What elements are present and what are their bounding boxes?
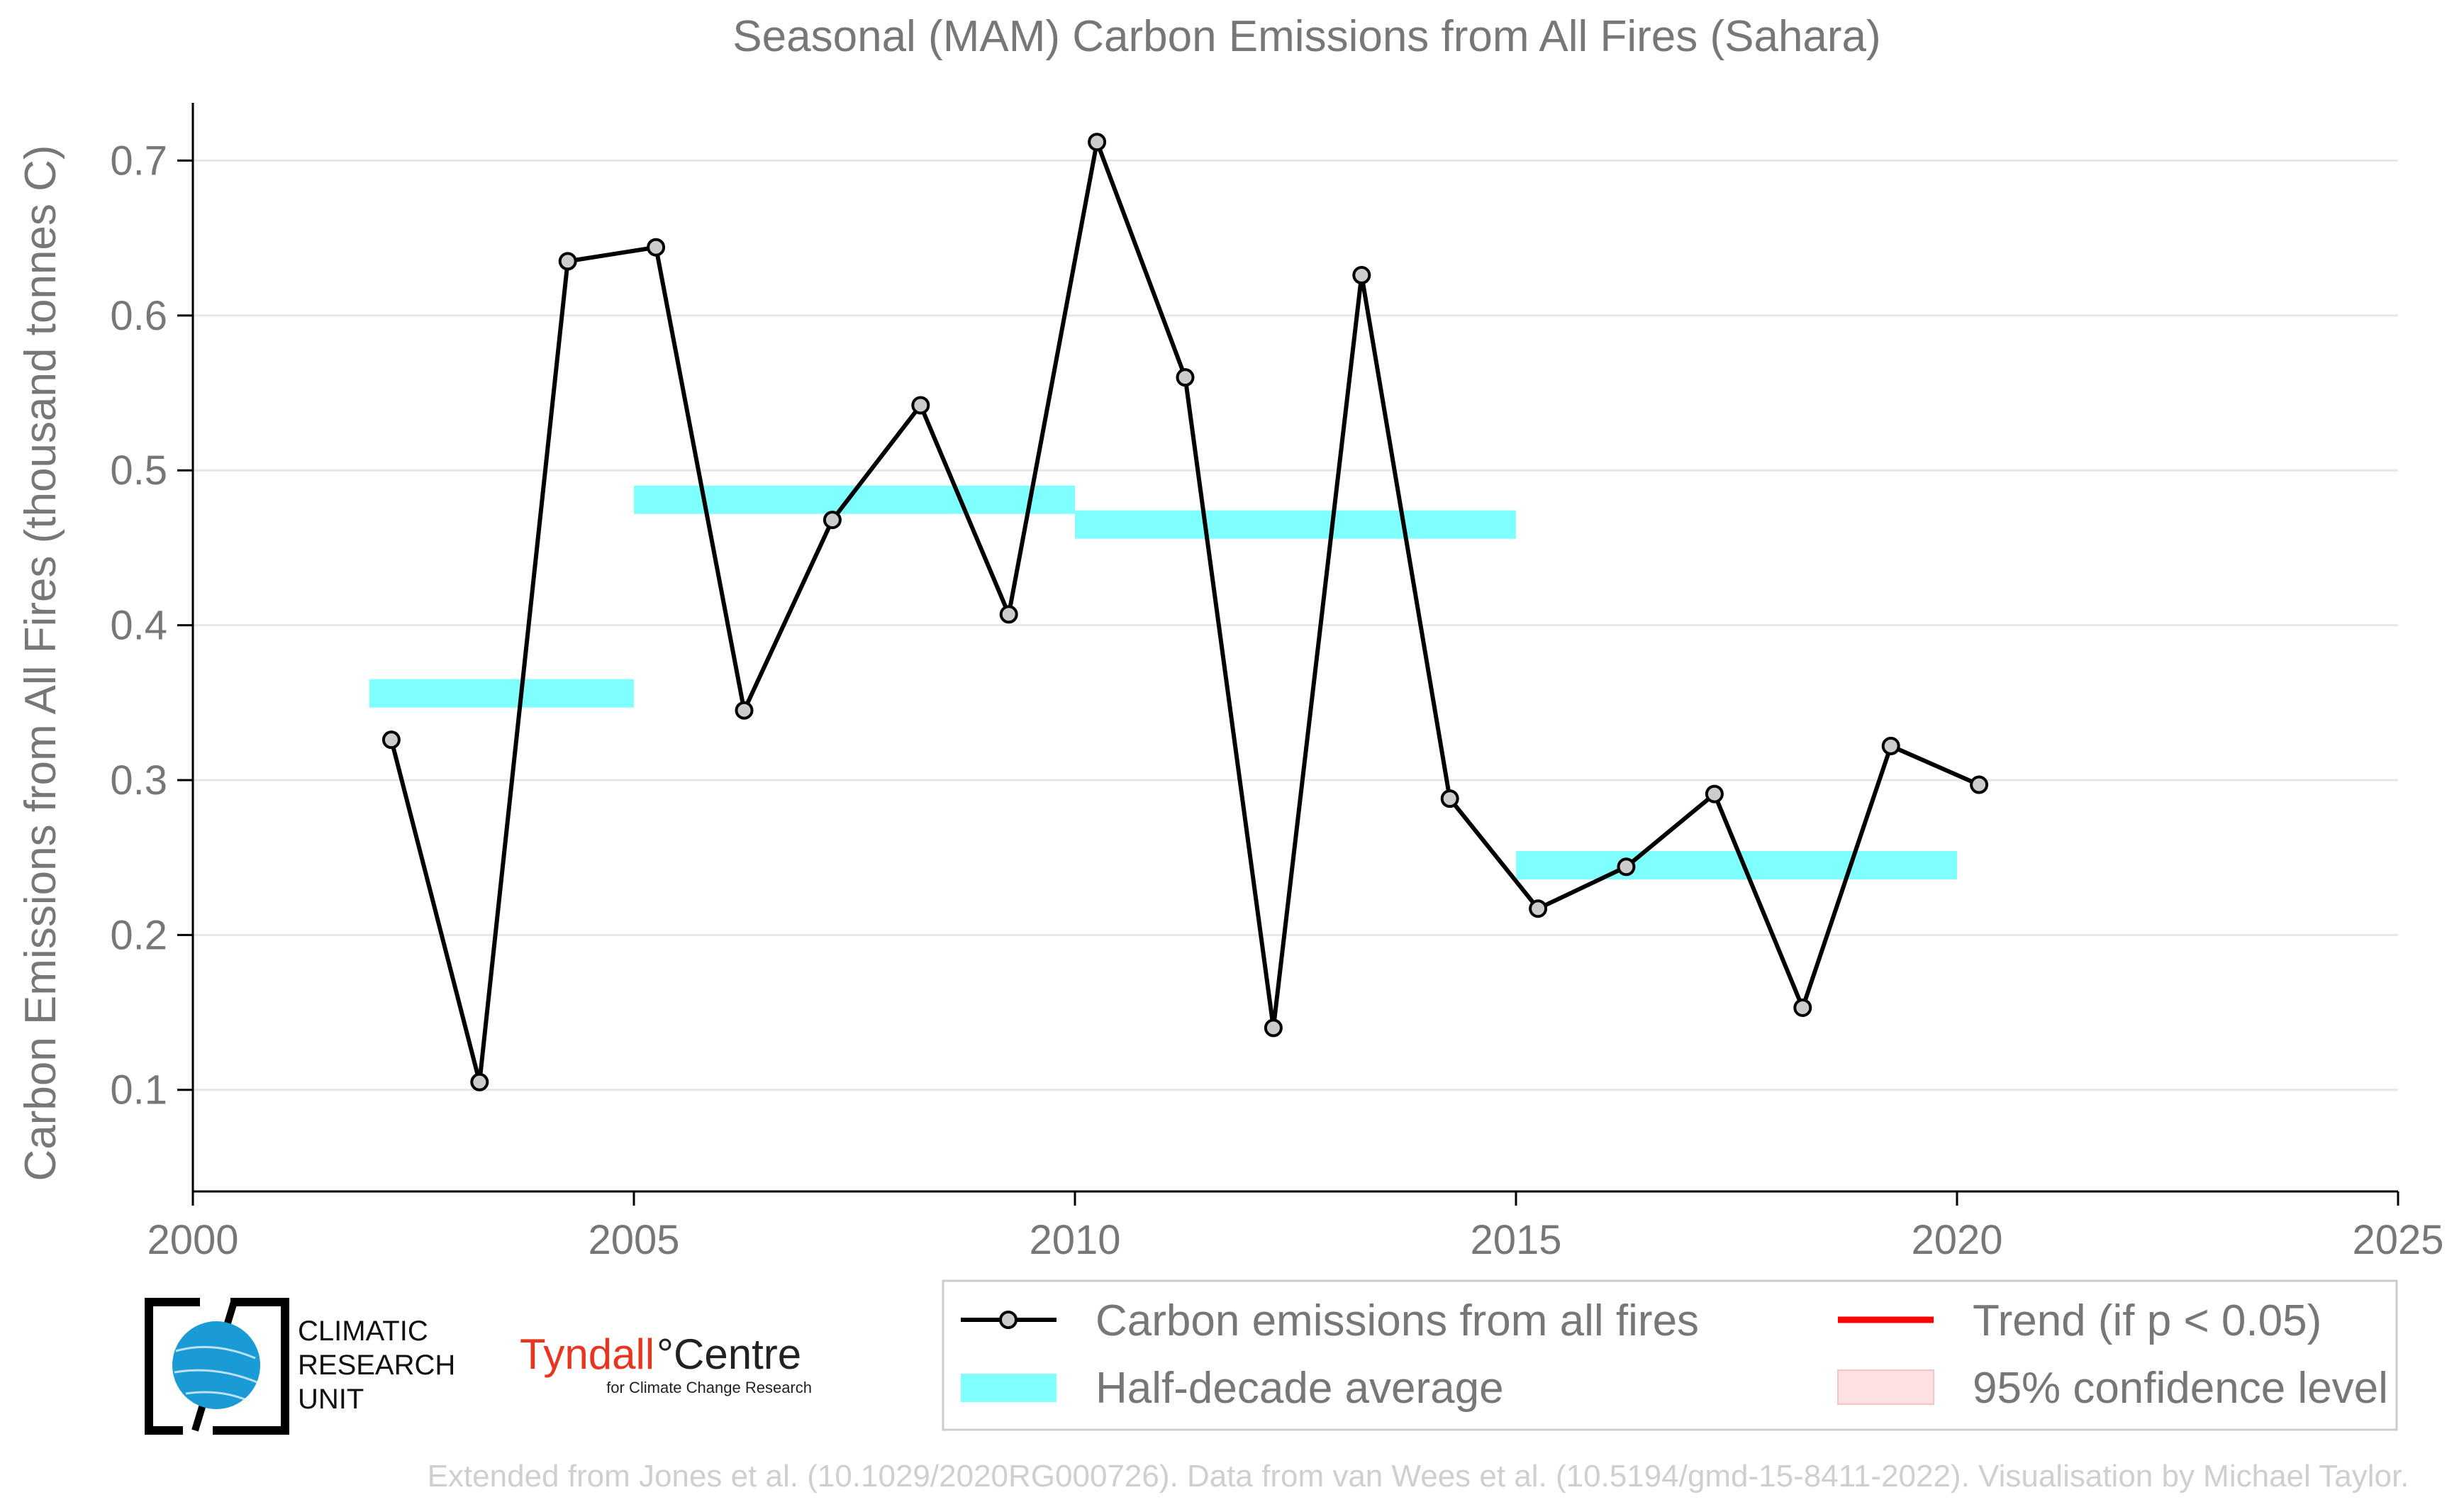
legend-label-emissions: Carbon emissions from all fires	[1096, 1296, 1699, 1345]
data-point	[999, 605, 1018, 624]
data-point	[1529, 899, 1548, 918]
data-point	[647, 238, 666, 257]
legend-label-confidence: 95% confidence level	[1973, 1364, 2388, 1413]
globe-icon	[172, 1321, 260, 1409]
footer-credit: Extended from Jones et al. (10.1029/2020…	[428, 1459, 2409, 1494]
cru-logo: CLIMATIC RESEARCH UNIT	[145, 1298, 455, 1435]
y-tick-label: 0.4	[110, 603, 167, 649]
emissions-series	[381, 133, 1989, 1091]
data-point	[558, 252, 577, 271]
data-point	[1176, 368, 1195, 387]
half-decade-average-bands	[369, 485, 1957, 880]
half-decade-band	[1516, 851, 1957, 880]
data-point	[911, 396, 930, 415]
cru-logo-text-2: RESEARCH	[298, 1350, 455, 1381]
data-point	[1264, 1018, 1283, 1038]
legend: Carbon emissions from all fires Trend (i…	[942, 1279, 2398, 1431]
data-point	[1970, 775, 1989, 794]
data-point	[735, 701, 754, 720]
half-decade-band	[369, 679, 634, 708]
series-line	[389, 140, 1980, 1084]
data-point	[823, 511, 842, 530]
y-tick-label: 0.3	[110, 757, 167, 804]
x-tick-label: 2015	[1470, 1217, 1561, 1263]
data-point	[1705, 784, 1724, 804]
legend-marker-icon	[999, 1311, 1018, 1329]
legend-confidence-icon	[1837, 1369, 1934, 1405]
data-point	[470, 1072, 489, 1091]
cru-logo-text-1: CLIMATIC	[298, 1316, 428, 1347]
legend-label-trend: Trend (if p < 0.05)	[1973, 1296, 2321, 1345]
x-tick-label: 2000	[147, 1217, 238, 1263]
data-point	[1352, 266, 1371, 285]
y-tick-label: 0.5	[110, 448, 167, 494]
tyndall-logo: Tyndall °Centre for Climate Change Resea…	[520, 1330, 812, 1396]
x-tick-label: 2010	[1029, 1217, 1120, 1263]
globe-lines-icon	[174, 1345, 260, 1402]
y-axis-label: Carbon Emissions from All Fires (thousan…	[16, 145, 65, 1181]
y-tick-labels: 0.1 0.2 0.3 0.4 0.5 0.6 0.7	[110, 138, 193, 1113]
data-point	[1793, 998, 1812, 1017]
data-point	[1088, 133, 1107, 152]
data-point	[1440, 789, 1459, 808]
tyndall-logo-name: Tyndall	[520, 1330, 654, 1378]
half-decade-band	[1075, 510, 1516, 539]
y-tick-label: 0.1	[110, 1067, 167, 1113]
x-tick-label: 2020	[1911, 1217, 2002, 1263]
cru-logo-bracket-icon	[145, 1298, 289, 1435]
legend-box	[942, 1279, 2398, 1431]
y-tick-label: 0.2	[110, 912, 167, 958]
axes	[191, 103, 2398, 1193]
legend-label-half-decade: Half-decade average	[1096, 1364, 1504, 1413]
data-point	[1617, 857, 1636, 877]
data-point	[381, 730, 401, 750]
x-tick-label: 2005	[588, 1217, 679, 1263]
cru-logo-text-3: UNIT	[298, 1384, 364, 1415]
x-tick-labels: 2000 2005 2010 2015 2020 2025	[147, 1191, 2444, 1263]
x-tick-label: 2025	[2352, 1217, 2443, 1263]
tyndall-logo-subtitle: for Climate Change Research	[606, 1379, 812, 1396]
legend-half-decade-icon	[961, 1374, 1057, 1402]
chart-title: Seasonal (MAM) Carbon Emissions from All…	[732, 12, 1880, 61]
tyndall-logo-centre: °Centre	[657, 1330, 801, 1378]
gridlines	[193, 159, 2398, 1091]
data-point	[1881, 736, 1900, 755]
y-tick-label: 0.7	[110, 138, 167, 184]
y-tick-label: 0.6	[110, 293, 167, 339]
